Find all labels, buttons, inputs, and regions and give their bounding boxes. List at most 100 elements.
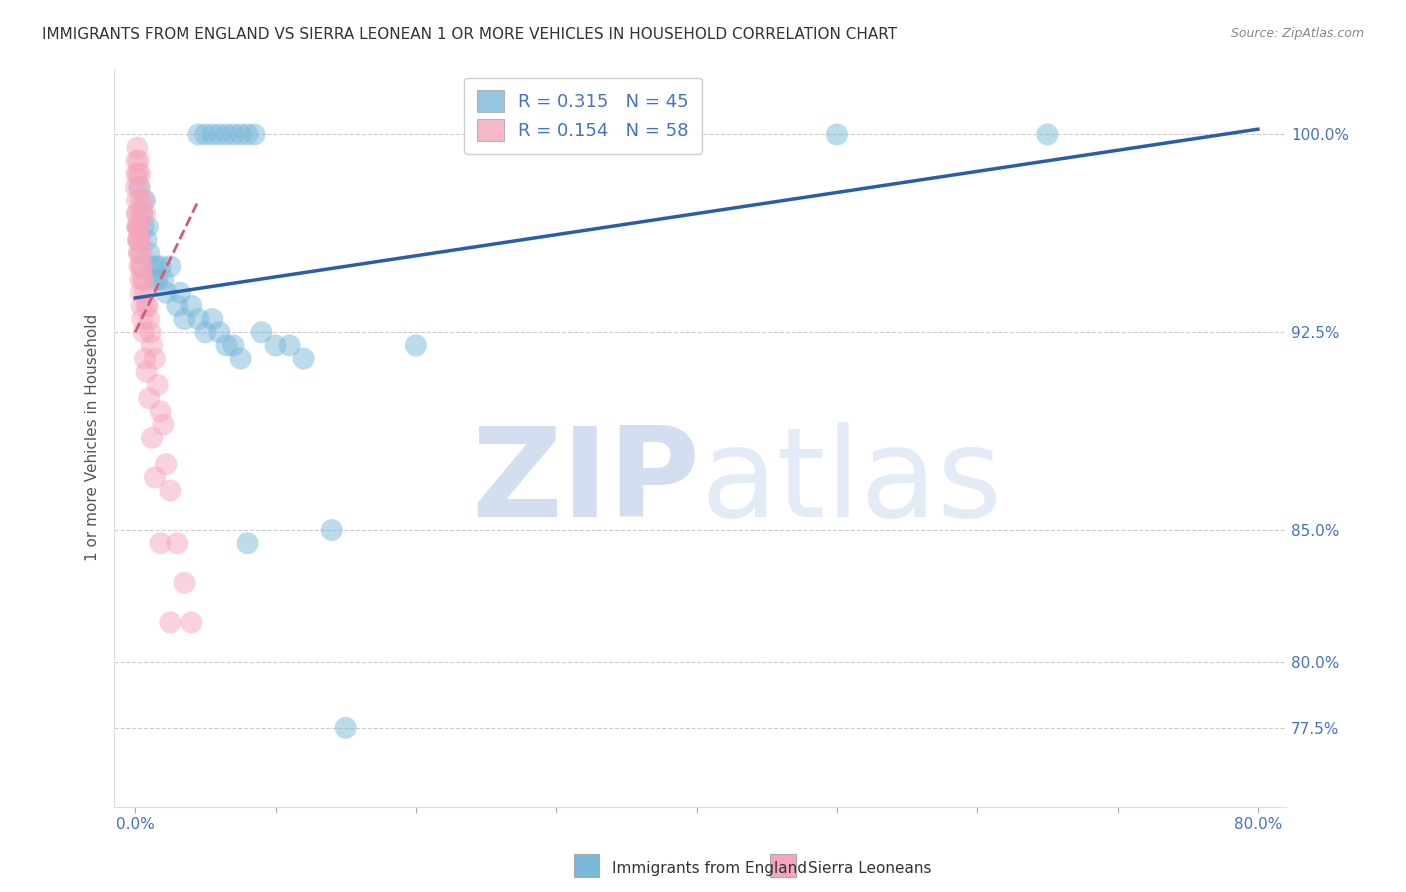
Point <box>136 299 159 313</box>
Point <box>825 128 848 142</box>
Point <box>159 615 181 630</box>
Point <box>236 128 259 142</box>
Point <box>132 325 155 339</box>
Point <box>135 233 157 247</box>
Point <box>125 167 148 181</box>
Point <box>229 128 252 142</box>
Point <box>127 219 149 234</box>
Point <box>335 721 357 735</box>
Point <box>129 272 152 286</box>
Point <box>155 457 177 471</box>
Point <box>128 180 150 194</box>
Point <box>135 365 157 379</box>
Text: ZIP: ZIP <box>471 422 700 542</box>
Point <box>187 312 209 326</box>
Point <box>138 391 160 405</box>
Point <box>149 536 172 550</box>
Point <box>125 206 148 220</box>
Point <box>250 325 273 339</box>
Point <box>141 260 163 274</box>
Point <box>132 272 155 286</box>
Point <box>166 299 188 313</box>
Point <box>236 536 259 550</box>
Point <box>222 338 245 352</box>
Point <box>173 312 195 326</box>
Point <box>173 575 195 590</box>
Point <box>127 233 149 247</box>
Point <box>149 404 172 418</box>
Point <box>139 325 162 339</box>
Point <box>128 233 150 247</box>
Point <box>143 470 166 484</box>
Point <box>292 351 315 366</box>
Text: Source: ZipAtlas.com: Source: ZipAtlas.com <box>1230 27 1364 40</box>
Point <box>208 325 231 339</box>
Point <box>127 219 149 234</box>
Point <box>208 128 231 142</box>
Point <box>278 338 301 352</box>
Point <box>143 351 166 366</box>
Point <box>222 128 245 142</box>
Y-axis label: 1 or more Vehicles in Household: 1 or more Vehicles in Household <box>86 314 100 561</box>
Text: Immigrants from England: Immigrants from England <box>612 861 807 876</box>
Point <box>127 219 149 234</box>
Point <box>125 153 148 168</box>
Point <box>132 219 155 234</box>
Text: IMMIGRANTS FROM ENGLAND VS SIERRA LEONEAN 1 OR MORE VEHICLES IN HOUSEHOLD CORREL: IMMIGRANTS FROM ENGLAND VS SIERRA LEONEA… <box>42 27 897 42</box>
Point <box>127 167 149 181</box>
Point <box>264 338 287 352</box>
Point <box>136 219 159 234</box>
Point <box>135 299 157 313</box>
Point <box>141 431 163 445</box>
Point <box>131 206 153 220</box>
Point <box>132 194 155 208</box>
Point <box>125 194 148 208</box>
Point <box>229 351 252 366</box>
Point <box>166 536 188 550</box>
Point <box>194 128 217 142</box>
Point <box>128 180 150 194</box>
Point <box>145 260 167 274</box>
Point <box>141 338 163 352</box>
Text: Sierra Leoneans: Sierra Leoneans <box>808 861 932 876</box>
Point <box>180 299 202 313</box>
Point <box>138 312 160 326</box>
Point <box>149 260 172 274</box>
Point <box>134 285 156 300</box>
Point <box>321 523 343 537</box>
Point <box>134 206 156 220</box>
Point <box>128 246 150 260</box>
Legend: R = 0.315   N = 45, R = 0.154   N = 58: R = 0.315 N = 45, R = 0.154 N = 58 <box>464 78 702 154</box>
Point <box>128 153 150 168</box>
Point <box>128 260 150 274</box>
Point <box>215 128 238 142</box>
Point <box>127 206 149 220</box>
Point <box>127 141 149 155</box>
Point <box>127 233 149 247</box>
Point <box>405 338 427 352</box>
Point <box>131 299 153 313</box>
Point <box>132 272 155 286</box>
Point <box>131 206 153 220</box>
Point <box>125 180 148 194</box>
Point <box>129 194 152 208</box>
Point <box>152 272 174 286</box>
Point <box>159 260 181 274</box>
Point <box>131 246 153 260</box>
Text: atlas: atlas <box>700 422 1002 542</box>
Point <box>134 194 156 208</box>
Point <box>180 615 202 630</box>
Point <box>129 285 152 300</box>
Point <box>134 351 156 366</box>
Point <box>194 325 217 339</box>
Point <box>155 285 177 300</box>
Point <box>143 272 166 286</box>
Point <box>128 246 150 260</box>
Point <box>215 338 238 352</box>
Point <box>152 417 174 432</box>
Point <box>146 272 169 286</box>
Point <box>129 167 152 181</box>
Point <box>128 219 150 234</box>
Point <box>201 312 224 326</box>
Point <box>243 128 266 142</box>
